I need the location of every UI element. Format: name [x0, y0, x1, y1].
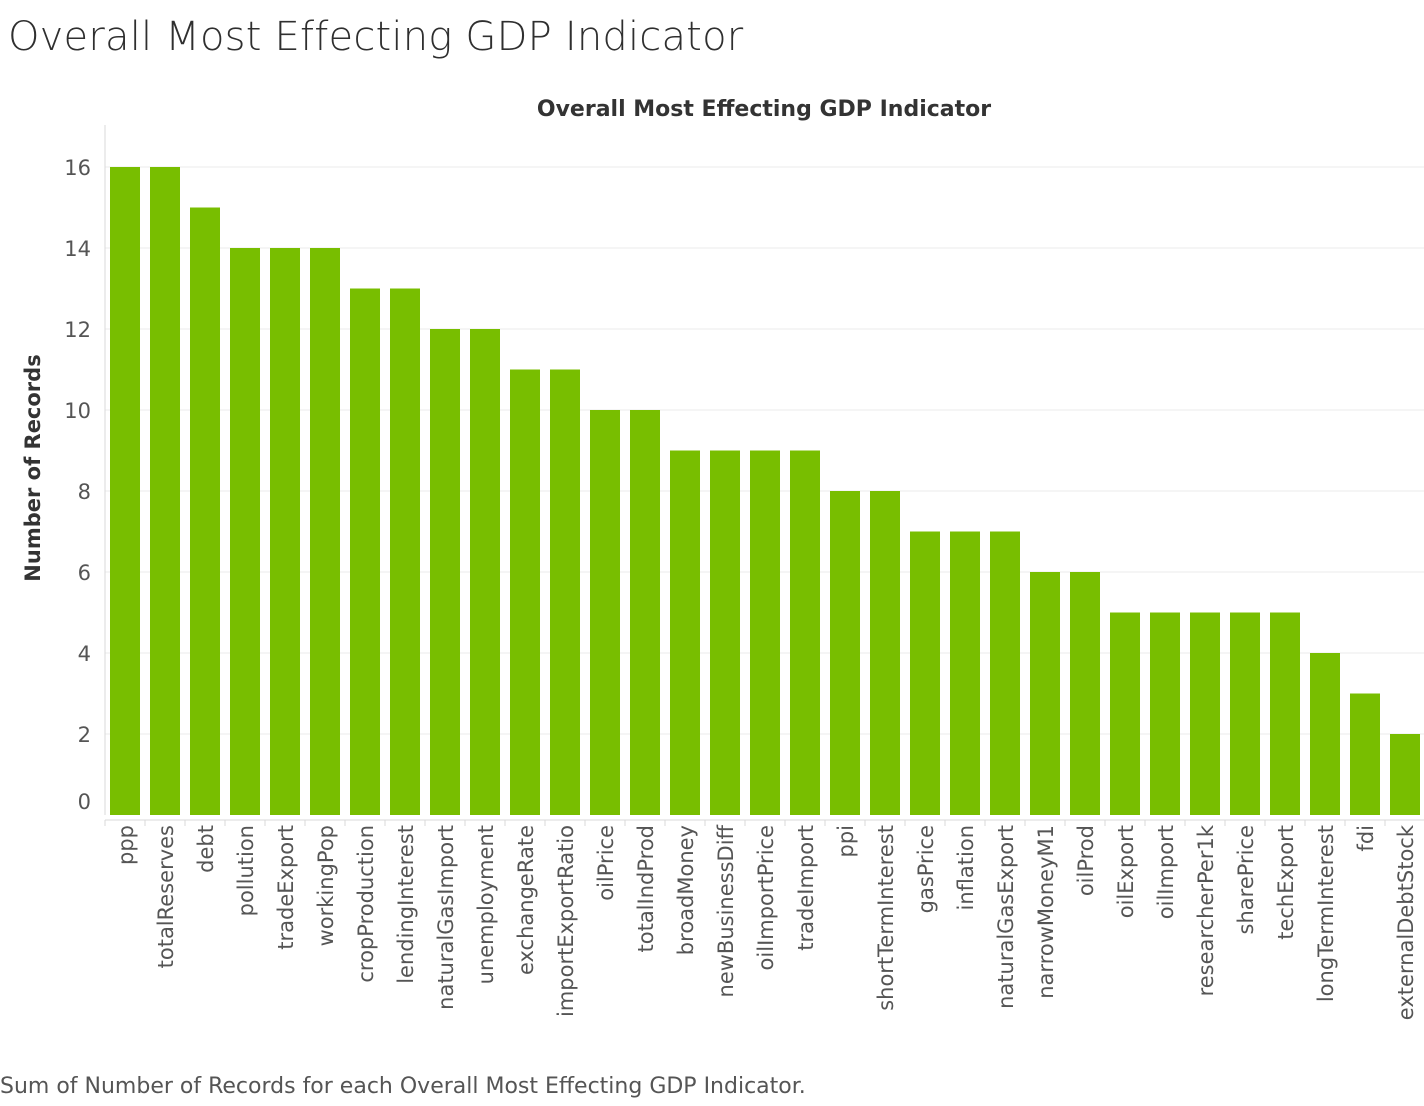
bar-tradeImport[interactable] — [790, 450, 820, 816]
chart-title: Overall Most Effecting GDP Indicator — [537, 97, 991, 122]
x-tick-label: techExport — [1274, 825, 1298, 940]
x-tick-label: totalReserves — [154, 825, 178, 968]
x-tick-label: externalDebtStock — [1394, 824, 1418, 1020]
bar-fdi[interactable] — [1350, 693, 1380, 816]
bar-oilImportPrice[interactable] — [750, 450, 780, 816]
x-tick-label: oilImport — [1154, 825, 1178, 919]
x-tick-label: researcherPer1k — [1194, 824, 1218, 996]
x-tick-label: sharePrice — [1234, 825, 1258, 934]
bar-totalReserves[interactable] — [150, 167, 180, 815]
bar-lendingInterest[interactable] — [390, 288, 420, 816]
bar-workingPop[interactable] — [310, 248, 340, 815]
bar-newBusinessDiff[interactable] — [710, 450, 740, 816]
y-tick-label: 4 — [78, 642, 91, 666]
bar-oilExport[interactable] — [1110, 612, 1140, 816]
x-tick-label: ppp — [114, 825, 138, 865]
x-tick-label: lendingInterest — [394, 825, 418, 984]
bar-gasPrice[interactable] — [910, 531, 940, 816]
bar-totalIndProd[interactable] — [630, 410, 660, 815]
bar-naturalGasImport[interactable] — [430, 329, 460, 815]
bar-externalDebtStock[interactable] — [1390, 734, 1420, 815]
y-tick-label: 10 — [64, 399, 91, 423]
bar-oilProd[interactable] — [1070, 572, 1100, 815]
bar-debt[interactable] — [190, 207, 220, 816]
x-tick-label: oilImportPrice — [754, 825, 778, 970]
x-tick-label: oilExport — [1114, 825, 1138, 918]
bar-longTermInterest[interactable] — [1310, 653, 1340, 815]
bar-pollution[interactable] — [230, 248, 260, 815]
x-tick-label: narrowMoneyM1 — [1034, 825, 1058, 999]
x-tick-label: gasPrice — [914, 825, 938, 913]
y-tick-label: 0 — [78, 790, 91, 814]
bar-importExportRatio[interactable] — [550, 369, 580, 816]
page-title: Overall Most Effecting GDP Indicator — [8, 14, 744, 60]
y-axis-label: Number of Records — [21, 354, 45, 581]
bar-narrowMoneyM1[interactable] — [1030, 572, 1060, 815]
x-tick-label: debt — [194, 825, 218, 873]
x-tick-label: longTermInterest — [1314, 825, 1338, 1002]
y-tick-label: 12 — [64, 318, 91, 342]
bar-sharePrice[interactable] — [1230, 612, 1260, 816]
x-tick-label: inflation — [954, 825, 978, 910]
x-tick-label: pollution — [234, 825, 258, 916]
x-tick-label: shortTermInterest — [874, 825, 898, 1011]
x-tick-label: naturalGasExport — [994, 825, 1018, 1009]
bar-ppp[interactable] — [110, 167, 140, 815]
x-tick-label: exchangeRate — [514, 825, 538, 975]
chart-caption: Sum of Number of Records for each Overal… — [0, 1074, 806, 1099]
x-tick-label: tradeImport — [794, 825, 818, 951]
bar-exchangeRate[interactable] — [510, 369, 540, 816]
bar-unemployment[interactable] — [470, 329, 500, 815]
bar-oilPrice[interactable] — [590, 410, 620, 815]
bar-ppi[interactable] — [830, 491, 860, 815]
x-tick-label: oilProd — [1074, 825, 1098, 896]
y-tick-label: 2 — [78, 723, 91, 747]
y-tick-label: 14 — [64, 237, 91, 261]
bar-broadMoney[interactable] — [670, 450, 700, 816]
bar-inflation[interactable] — [950, 531, 980, 816]
bar-shortTermInterest[interactable] — [870, 491, 900, 815]
bar-naturalGasExport[interactable] — [990, 531, 1020, 816]
x-tick-label: workingPop — [314, 825, 338, 946]
y-tick-label: 16 — [64, 156, 91, 180]
x-tick-label: naturalGasImport — [434, 825, 458, 1010]
x-tick-label: tradeExport — [274, 825, 298, 950]
bars — [110, 167, 1420, 815]
bar-techExport[interactable] — [1270, 612, 1300, 816]
x-tick-label: oilPrice — [594, 825, 618, 901]
x-tick-label: ppi — [834, 825, 858, 858]
bar-researcherPer1k[interactable] — [1190, 612, 1220, 816]
bar-oilImport[interactable] — [1150, 612, 1180, 816]
x-tick-label: cropProduction — [354, 825, 378, 983]
y-tick-label: 8 — [78, 480, 91, 504]
bar-cropProduction[interactable] — [350, 288, 380, 816]
x-tick-label: newBusinessDiff — [714, 824, 738, 997]
x-tick-label: totalIndProd — [634, 825, 658, 953]
x-tick-label: importExportRatio — [554, 825, 578, 1017]
bar-chart: 0 2 4 6 8 10 12 14 16 ppp totalReserves debt pollut… — [21, 97, 1424, 1020]
x-axis: ppp totalReserves debt pollution tradeExport… — [104, 819, 1424, 1020]
y-tick-label: 6 — [78, 561, 91, 585]
x-tick-label: unemployment — [474, 825, 498, 984]
x-tick-label: fdi — [1354, 825, 1378, 852]
bar-tradeExport[interactable] — [270, 248, 300, 815]
y-axis: 0 2 4 6 8 10 12 14 16 — [64, 125, 106, 815]
x-tick-label: broadMoney — [674, 825, 698, 955]
